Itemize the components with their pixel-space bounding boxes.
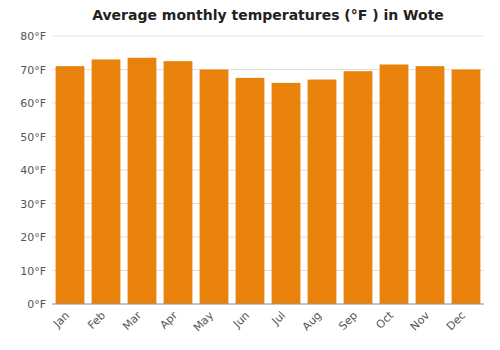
x-tick-label: Apr: [157, 309, 180, 332]
x-axis: Jan Feb Mar Apr May Jun Jul Aug Sep Oct Nov Dec: [50, 308, 468, 334]
y-tick-label: 80°F: [20, 30, 46, 43]
x-tick-label: Jul: [269, 309, 288, 328]
x-tick-label: Nov: [408, 309, 433, 334]
y-tick-label: 40°F: [20, 164, 46, 177]
y-tick-label: 20°F: [20, 231, 46, 244]
grid-line: [52, 36, 484, 37]
y-tick-label: 10°F: [20, 265, 46, 278]
y-tick-label: 60°F: [20, 97, 46, 110]
bar: [416, 66, 445, 304]
y-tick-label: 30°F: [20, 198, 46, 211]
x-tick-label: Sep: [336, 309, 360, 333]
x-tick-label: Mar: [120, 309, 144, 333]
chart-svg: Average monthly temperatures (°F ) in Wo…: [0, 0, 500, 350]
y-axis: 0°F 10°F 20°F 30°F 40°F 50°F 60°F 70°F 80°F: [20, 30, 484, 311]
x-tick-label: Dec: [444, 309, 468, 333]
bar: [200, 70, 229, 305]
x-tick-label: Aug: [300, 309, 324, 333]
y-tick-label: 0°F: [27, 298, 46, 311]
bar: [164, 61, 193, 304]
bar: [128, 58, 157, 304]
chart-container: Average monthly temperatures (°F ) in Wo…: [0, 0, 500, 350]
x-axis-line: [52, 304, 484, 305]
x-tick-label: Feb: [85, 309, 108, 332]
bar: [380, 64, 409, 304]
x-tick-label: May: [191, 309, 217, 335]
x-tick-label: Jan: [50, 309, 72, 331]
x-tick-label: Jun: [230, 309, 252, 331]
grid-line: [52, 304, 484, 305]
bar: [56, 66, 85, 304]
bar: [92, 59, 121, 304]
y-tick-label: 70°F: [20, 64, 46, 77]
bar: [272, 83, 301, 304]
bar: [236, 78, 265, 304]
bars: [56, 58, 481, 304]
bar: [308, 80, 337, 304]
x-tick-label: Oct: [373, 308, 396, 331]
chart-title: Average monthly temperatures (°F ) in Wo…: [92, 7, 444, 23]
y-tick-label: 50°F: [20, 131, 46, 144]
bar: [452, 70, 481, 305]
bar: [344, 71, 373, 304]
